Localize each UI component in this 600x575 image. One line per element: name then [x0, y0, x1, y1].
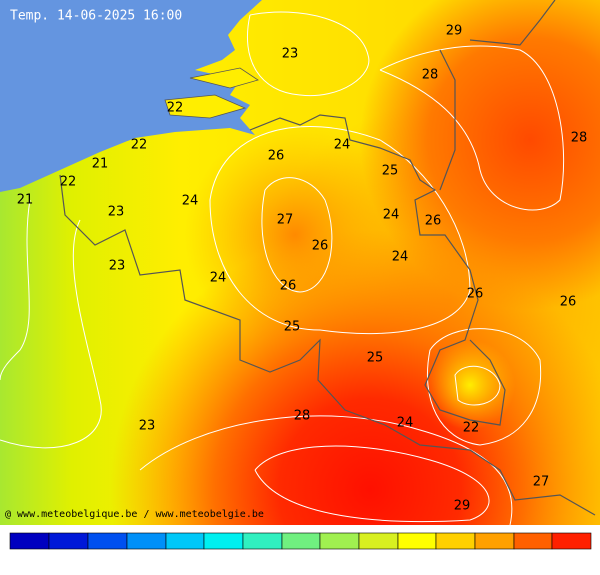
contour-label: 27 [277, 213, 294, 228]
contour-label: 22 [463, 421, 480, 436]
contour-label: 24 [397, 416, 414, 431]
contour-label: 26 [312, 239, 329, 254]
contour-label: 22 [60, 175, 77, 190]
contour-label: 24 [334, 138, 351, 153]
map-area [0, 0, 600, 526]
contour-label: 26 [280, 279, 297, 294]
contour-label: 25 [382, 164, 399, 179]
contour-label: 26 [268, 149, 285, 164]
contour-label: 28 [571, 131, 588, 146]
contour-labels: 29 23 28 22 28 22 26 24 21 25 22 21 24 23 27 24 26 26 24 23… [17, 24, 588, 514]
contour-label: 26 [560, 295, 577, 310]
contour-label: 23 [139, 419, 156, 434]
contour-label: 28 [294, 409, 311, 424]
contour-label: 22 [131, 138, 148, 153]
contour-label: 24 [383, 208, 400, 223]
contour-label: 24 [392, 250, 409, 265]
contour-label: 23 [108, 205, 125, 220]
contour-label: 22 [167, 101, 184, 116]
contour-label: 28 [422, 68, 439, 83]
credit: @ www.meteobelgique.be / www.meteobelgie… [5, 509, 264, 520]
contour-label: 24 [182, 194, 199, 209]
contour-label: 24 [210, 271, 227, 286]
contour-label: 23 [282, 47, 299, 62]
contour-label: 25 [367, 351, 384, 366]
contour-label: 21 [17, 193, 34, 208]
contour-label: 27 [533, 475, 550, 490]
contour-label: 25 [284, 320, 301, 335]
contour-label: 29 [454, 499, 471, 514]
contour-label: 21 [92, 157, 109, 172]
contour-label: 23 [109, 259, 126, 274]
contour-label: 29 [446, 24, 463, 39]
contour-label: 26 [425, 214, 442, 229]
map-title: Temp. 14-06-2025 16:00 [10, 9, 182, 24]
contour-label: 26 [467, 287, 484, 302]
color-scale [9, 532, 592, 550]
